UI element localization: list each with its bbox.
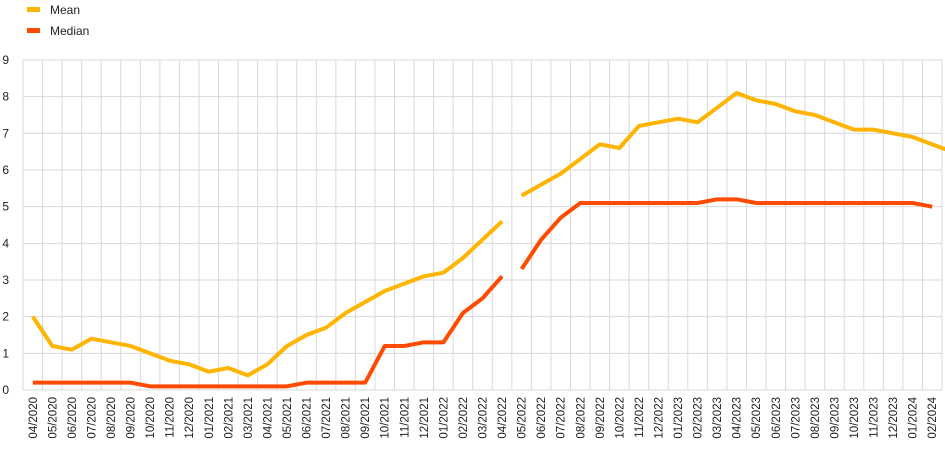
x-tick-label: 07/2020 <box>86 397 98 439</box>
x-tick-label: 06/2022 <box>536 397 548 439</box>
x-tick-label: 01/2024 <box>908 396 920 438</box>
x-tick-label: 09/2022 <box>595 397 607 439</box>
legend: Mean Median <box>27 3 89 38</box>
x-tick-label: 07/2022 <box>556 397 568 439</box>
x-tick-label: 06/2021 <box>302 397 314 439</box>
x-axis-tick-labels: 04/2020 05/2020 06/2020 07/2020 08/2020 09/20… <box>28 396 939 438</box>
x-tick-label: 03/2022 <box>478 397 490 439</box>
x-tick-label: 05/2023 <box>751 397 763 439</box>
x-tick-label: 07/2021 <box>321 397 333 439</box>
x-tick-label: 05/2021 <box>282 397 294 439</box>
x-tick-label: 02/2023 <box>693 397 705 439</box>
x-tick-label: 10/2021 <box>380 397 392 439</box>
y-tick-label: 3 <box>2 273 9 287</box>
x-tick-label: 09/2023 <box>829 397 841 439</box>
x-tick-label: 03/2023 <box>712 397 724 439</box>
x-tick-label: 07/2023 <box>790 397 802 439</box>
y-tick-label: 5 <box>2 200 9 214</box>
y-tick-label: 0 <box>2 383 9 397</box>
legend-swatch-median <box>27 28 40 33</box>
series-line-mean-segment-2 <box>520 91 945 198</box>
x-tick-label: 06/2020 <box>67 397 79 439</box>
x-tick-label: 08/2020 <box>106 397 118 439</box>
x-tick-label: 09/2020 <box>126 397 138 439</box>
x-tick-label: 08/2021 <box>341 397 353 439</box>
x-tick-label: 12/2022 <box>653 397 665 439</box>
y-tick-label: 6 <box>2 163 9 177</box>
x-tick-label: 04/2020 <box>28 397 40 439</box>
x-tick-label: 02/2022 <box>458 397 470 439</box>
x-tick-label: 01/2023 <box>673 397 685 439</box>
x-tick-label: 01/2022 <box>438 397 450 439</box>
x-tick-label: 06/2023 <box>771 397 783 439</box>
x-tick-label: 05/2022 <box>517 397 529 439</box>
y-axis-tick-labels: 0 1 2 3 4 5 6 7 8 9 <box>2 53 9 397</box>
series-lines <box>31 91 945 389</box>
x-tick-label: 03/2021 <box>243 397 255 439</box>
x-tick-label: 11/2020 <box>165 397 177 438</box>
y-tick-label: 4 <box>2 236 9 250</box>
x-tick-label: 09/2021 <box>360 397 372 439</box>
x-tick-label: 02/2021 <box>223 397 235 439</box>
y-tick-label: 1 <box>2 346 9 360</box>
x-tick-label: 04/2022 <box>497 397 509 439</box>
x-tick-label: 05/2020 <box>47 397 59 439</box>
x-tick-label: 10/2020 <box>145 397 157 439</box>
x-tick-label: 08/2022 <box>575 397 587 439</box>
x-tick-label: 10/2022 <box>614 397 626 439</box>
x-tick-label: 12/2021 <box>419 397 431 439</box>
x-tick-label: 10/2023 <box>849 397 861 439</box>
y-tick-label: 2 <box>2 310 9 324</box>
x-tick-label: 02/2024 <box>927 396 939 438</box>
x-tick-label: 01/2021 <box>204 397 216 439</box>
gridlines <box>22 59 943 391</box>
x-tick-label: 04/2023 <box>732 397 744 439</box>
x-tick-label: 11/2022 <box>634 397 646 438</box>
y-tick-label: 7 <box>2 126 9 140</box>
legend-label-mean: Mean <box>50 3 80 17</box>
x-tick-label: 04/2021 <box>262 397 274 439</box>
legend-label-median: Median <box>50 24 89 38</box>
y-tick-label: 9 <box>2 53 9 67</box>
x-tick-label: 12/2023 <box>888 397 900 439</box>
series-line-mean-segment-1 <box>31 219 504 378</box>
legend-swatch-mean <box>27 7 40 12</box>
series-line-median-segment-1 <box>32 275 504 389</box>
x-tick-label: 12/2020 <box>184 397 196 439</box>
x-tick-label: 08/2023 <box>810 397 822 439</box>
series-line-median-segment-2 <box>519 197 933 271</box>
y-tick-label: 8 <box>2 90 9 104</box>
x-tick-label: 11/2023 <box>869 397 881 438</box>
x-tick-label: 11/2021 <box>399 397 411 438</box>
